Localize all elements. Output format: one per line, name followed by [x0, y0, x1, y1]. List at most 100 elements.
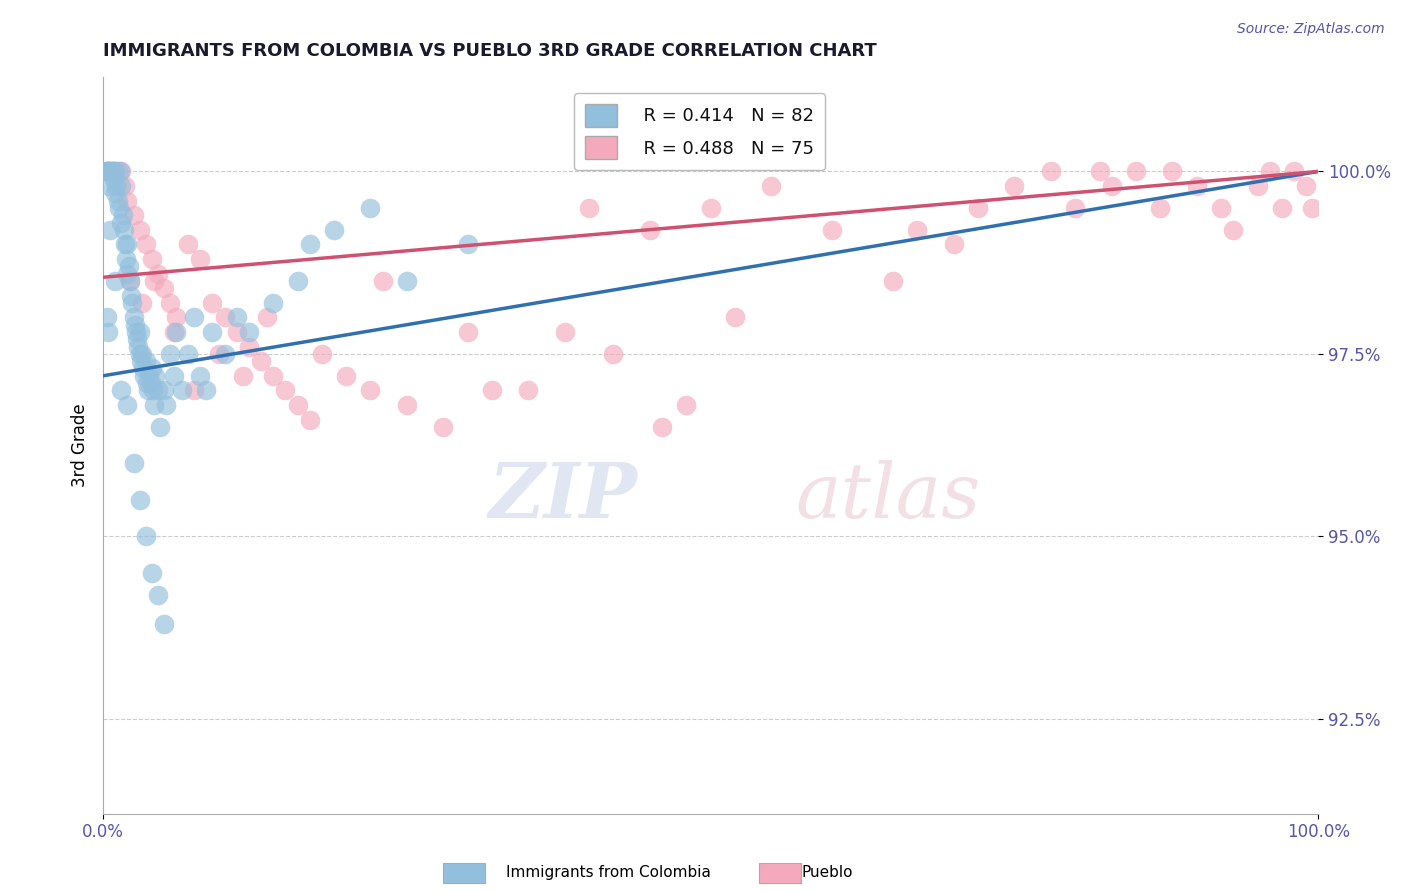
- Point: [111, 208, 134, 222]
- Point: [135, 529, 157, 543]
- Point: [481, 384, 503, 398]
- Text: Pueblo: Pueblo: [801, 865, 853, 880]
- Point: [177, 347, 200, 361]
- Point: [1039, 164, 1062, 178]
- Point: [262, 368, 284, 383]
- Point: [967, 201, 990, 215]
- Point: [162, 325, 184, 339]
- Point: [121, 295, 143, 310]
- Point: [165, 310, 187, 325]
- Point: [1149, 201, 1171, 215]
- Point: [97, 164, 120, 178]
- Point: [100, 164, 122, 178]
- Point: [821, 223, 844, 237]
- Point: [638, 223, 661, 237]
- Point: [359, 384, 381, 398]
- Point: [602, 347, 624, 361]
- Point: [1258, 164, 1281, 178]
- Point: [128, 223, 150, 237]
- Point: [287, 274, 309, 288]
- Point: [104, 186, 127, 201]
- Point: [139, 376, 162, 390]
- Text: Immigrants from Colombia: Immigrants from Colombia: [506, 865, 711, 880]
- Point: [761, 179, 783, 194]
- Point: [117, 237, 139, 252]
- Point: [153, 384, 176, 398]
- Point: [135, 376, 157, 390]
- Point: [107, 194, 129, 208]
- Point: [675, 398, 697, 412]
- Point: [128, 347, 150, 361]
- Point: [96, 164, 118, 178]
- Point: [101, 164, 124, 178]
- Point: [395, 274, 418, 288]
- Point: [165, 325, 187, 339]
- Point: [117, 260, 139, 274]
- Point: [298, 412, 321, 426]
- Point: [129, 354, 152, 368]
- Point: [104, 274, 127, 288]
- Point: [108, 164, 131, 178]
- Point: [138, 368, 160, 383]
- Point: [699, 201, 721, 215]
- Point: [105, 179, 128, 194]
- Point: [371, 274, 394, 288]
- Point: [117, 398, 139, 412]
- Point: [127, 332, 149, 346]
- Point: [141, 361, 163, 376]
- Point: [136, 384, 159, 398]
- Point: [1101, 179, 1123, 194]
- Point: [214, 310, 236, 325]
- Point: [117, 267, 139, 281]
- Point: [1295, 179, 1317, 194]
- Text: ZIP: ZIP: [489, 459, 638, 533]
- Point: [114, 237, 136, 252]
- Point: [457, 325, 479, 339]
- Point: [97, 325, 120, 339]
- Point: [256, 310, 278, 325]
- Point: [457, 237, 479, 252]
- Point: [232, 368, 254, 383]
- Point: [100, 223, 122, 237]
- Point: [149, 420, 172, 434]
- Point: [1209, 201, 1232, 215]
- Text: atlas: atlas: [796, 459, 981, 533]
- Point: [128, 325, 150, 339]
- Y-axis label: 3rd Grade: 3rd Grade: [72, 403, 89, 487]
- Point: [1004, 179, 1026, 194]
- Point: [141, 566, 163, 580]
- Point: [177, 237, 200, 252]
- Legend:   R = 0.414   N = 82,   R = 0.488   N = 75: R = 0.414 N = 82, R = 0.488 N = 75: [574, 93, 824, 170]
- Point: [578, 201, 600, 215]
- Point: [142, 384, 165, 398]
- Point: [146, 384, 169, 398]
- Point: [183, 310, 205, 325]
- Point: [143, 274, 166, 288]
- Point: [238, 325, 260, 339]
- Point: [225, 325, 247, 339]
- Point: [114, 179, 136, 194]
- Point: [274, 384, 297, 398]
- Point: [287, 398, 309, 412]
- Point: [159, 295, 181, 310]
- Point: [110, 215, 132, 229]
- Point: [98, 179, 121, 194]
- Point: [188, 368, 211, 383]
- Point: [1271, 201, 1294, 215]
- Point: [101, 164, 124, 178]
- Point: [359, 201, 381, 215]
- Point: [1125, 164, 1147, 178]
- Point: [135, 237, 157, 252]
- Point: [155, 398, 177, 412]
- Point: [905, 223, 928, 237]
- Point: [115, 252, 138, 266]
- Point: [1222, 223, 1244, 237]
- Point: [153, 616, 176, 631]
- Point: [141, 252, 163, 266]
- Point: [146, 588, 169, 602]
- Point: [724, 310, 747, 325]
- Point: [153, 281, 176, 295]
- Point: [98, 164, 121, 178]
- Text: Source: ZipAtlas.com: Source: ZipAtlas.com: [1237, 22, 1385, 37]
- Point: [134, 368, 156, 383]
